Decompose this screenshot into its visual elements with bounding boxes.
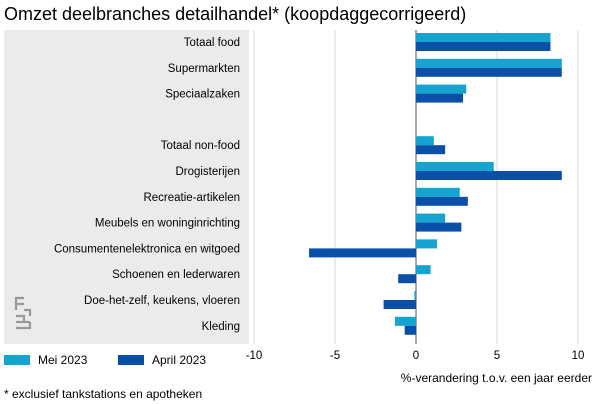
x-tick-label: -5 bbox=[330, 350, 340, 362]
legend-swatch bbox=[4, 355, 30, 365]
x-tick-labels: -10 -5 0 5 10 bbox=[246, 350, 585, 362]
bar bbox=[416, 93, 463, 103]
bar bbox=[416, 239, 438, 249]
bar bbox=[416, 33, 551, 42]
bar bbox=[416, 196, 468, 206]
chart-title: Omzet deelbranches detailhandel* (koopda… bbox=[4, 4, 467, 24]
bar bbox=[416, 187, 460, 197]
bar bbox=[404, 325, 416, 335]
bar bbox=[416, 67, 562, 77]
legend-label: April 2023 bbox=[152, 353, 206, 367]
bar bbox=[416, 222, 462, 232]
legend: Mei 2023 April 2023 bbox=[4, 353, 206, 367]
logo-stroke bbox=[16, 322, 32, 330]
bar bbox=[416, 58, 562, 68]
category-label: Drogisterijen bbox=[175, 166, 240, 178]
x-tick-label: 10 bbox=[572, 350, 585, 362]
logo-stroke bbox=[24, 308, 32, 316]
bar bbox=[416, 84, 467, 94]
category-label: Recreatie-artikelen bbox=[143, 192, 240, 204]
x-axis-label: %-verandering t.o.v. een jaar eerder bbox=[401, 371, 592, 385]
category-label: Consumentenelektronica en witgoed bbox=[54, 243, 240, 255]
bar bbox=[398, 274, 416, 284]
bar bbox=[309, 248, 416, 258]
bars bbox=[309, 33, 562, 335]
category-labels: Totaal food Supermarkten Speciaalzaken Tota… bbox=[54, 37, 240, 333]
logo-stroke bbox=[16, 314, 26, 322]
category-label: Schoenen en lederwaren bbox=[112, 269, 240, 281]
legend-label: Mei 2023 bbox=[38, 353, 88, 367]
category-label: Totaal non-food bbox=[161, 140, 240, 152]
cbs-logo bbox=[14, 296, 32, 330]
x-tick-label: -10 bbox=[246, 350, 263, 362]
bar bbox=[416, 145, 446, 155]
category-label: Meubels en woninginrichting bbox=[95, 218, 240, 230]
category-label: Speciaalzaken bbox=[165, 89, 240, 101]
logo-stroke bbox=[14, 296, 24, 304]
bar bbox=[416, 136, 434, 146]
bar bbox=[416, 162, 494, 171]
bar bbox=[416, 213, 446, 223]
bar bbox=[383, 300, 416, 309]
legend-swatch bbox=[118, 355, 144, 365]
category-label: Kleding bbox=[202, 321, 240, 333]
bar bbox=[416, 42, 551, 51]
label-panel bbox=[4, 30, 249, 344]
bar bbox=[394, 316, 416, 326]
category-label: Totaal food bbox=[184, 37, 240, 49]
bar bbox=[416, 171, 562, 180]
footnote: * exclusief tankstations en apotheken bbox=[4, 387, 202, 401]
category-label: Supermarkten bbox=[168, 63, 240, 75]
x-tick-label: 0 bbox=[413, 350, 419, 362]
bar bbox=[416, 265, 431, 275]
bar bbox=[414, 291, 416, 300]
category-label: Doe-het-zelf, keukens, vloeren bbox=[84, 295, 240, 307]
logo-stroke bbox=[14, 302, 24, 310]
x-tick-label: 5 bbox=[494, 350, 500, 362]
